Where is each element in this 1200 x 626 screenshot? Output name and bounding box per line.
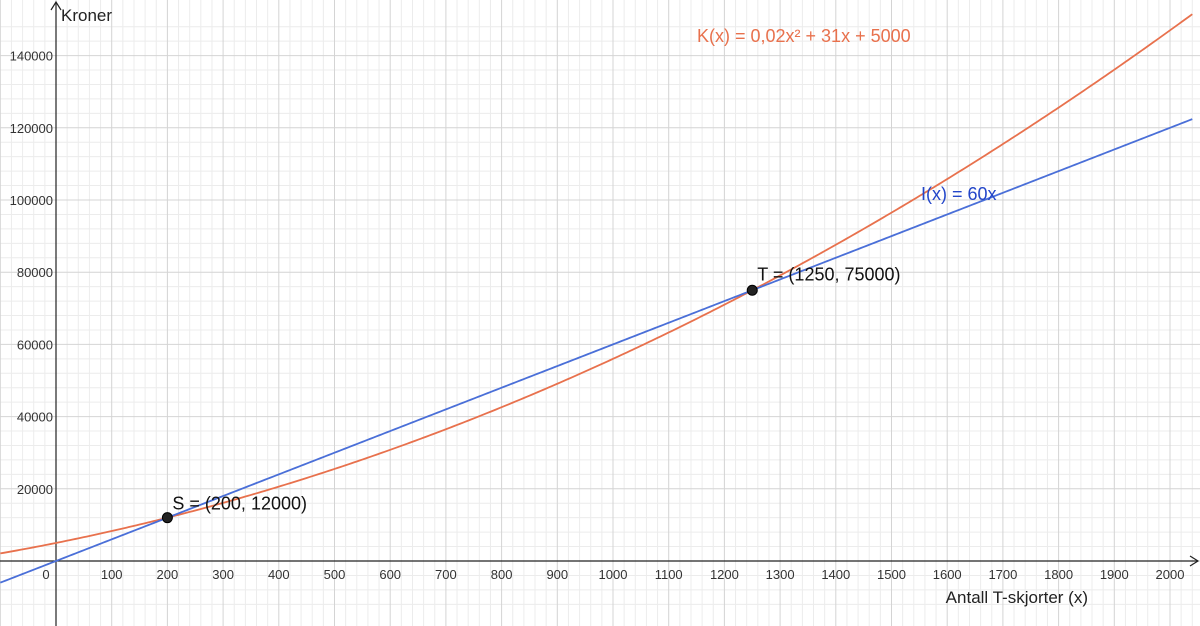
y-tick-label: 140000 bbox=[10, 49, 53, 64]
x-tick-label: 700 bbox=[435, 567, 457, 582]
x-tick-label: 100 bbox=[101, 567, 123, 582]
x-tick-label: 900 bbox=[546, 567, 568, 582]
tick-labels: 100 200 300 400 500 600 700 800 900 1000 1100 1200 1… bbox=[10, 49, 1185, 582]
x-tick-label: 1300 bbox=[766, 567, 795, 582]
x-tick-label: 1100 bbox=[655, 567, 683, 582]
x-tick-label: 300 bbox=[212, 567, 234, 582]
y-axis-arrow bbox=[50, 0, 62, 11]
x-tick-label: 1500 bbox=[877, 567, 906, 582]
y-tick-label: 120000 bbox=[10, 121, 53, 136]
y-tick-label: 100000 bbox=[10, 193, 53, 208]
points: S = (200, 12000) T = (1250, 75000) bbox=[161, 264, 901, 524]
x-tick-label: 1900 bbox=[1100, 567, 1129, 582]
x-tick-label: 1200 bbox=[710, 567, 739, 582]
cost-curve bbox=[0, 13, 1193, 555]
intersection-point bbox=[746, 284, 758, 296]
x-tick-label: 200 bbox=[157, 567, 179, 582]
x-tick-label: 1600 bbox=[933, 567, 962, 582]
y-axis-label: Kroner bbox=[61, 6, 112, 25]
income-line bbox=[0, 118, 1193, 584]
x-tick-label: 1800 bbox=[1044, 567, 1073, 582]
x-tick-label: 1000 bbox=[599, 567, 628, 582]
x-axis-arrow bbox=[1189, 555, 1200, 567]
origin-label: 0 bbox=[42, 567, 49, 582]
point-label: T = (1250, 75000) bbox=[757, 264, 900, 284]
x-tick-label: 400 bbox=[268, 567, 290, 582]
x-tick-label: 800 bbox=[491, 567, 513, 582]
curves bbox=[0, 13, 1193, 584]
intersection-point bbox=[161, 512, 173, 524]
y-tick-label: 80000 bbox=[17, 265, 53, 280]
y-tick-label: 20000 bbox=[17, 482, 53, 497]
x-tick-label: 600 bbox=[379, 567, 401, 582]
x-tick-label: 500 bbox=[324, 567, 346, 582]
series-label-cost: K(x) = 0,02x² + 31x + 5000 bbox=[697, 26, 911, 46]
x-tick-label: 1700 bbox=[988, 567, 1017, 582]
point-label: S = (200, 12000) bbox=[172, 494, 307, 514]
y-tick-label: 60000 bbox=[17, 337, 53, 352]
x-axis-label: Antall T-skjorter (x) bbox=[946, 588, 1088, 607]
x-tick-label: 2000 bbox=[1156, 567, 1185, 582]
y-tick-label: 40000 bbox=[17, 410, 53, 425]
series-label-income: I(x) = 60x bbox=[921, 184, 997, 204]
x-tick-label: 1400 bbox=[821, 567, 850, 582]
